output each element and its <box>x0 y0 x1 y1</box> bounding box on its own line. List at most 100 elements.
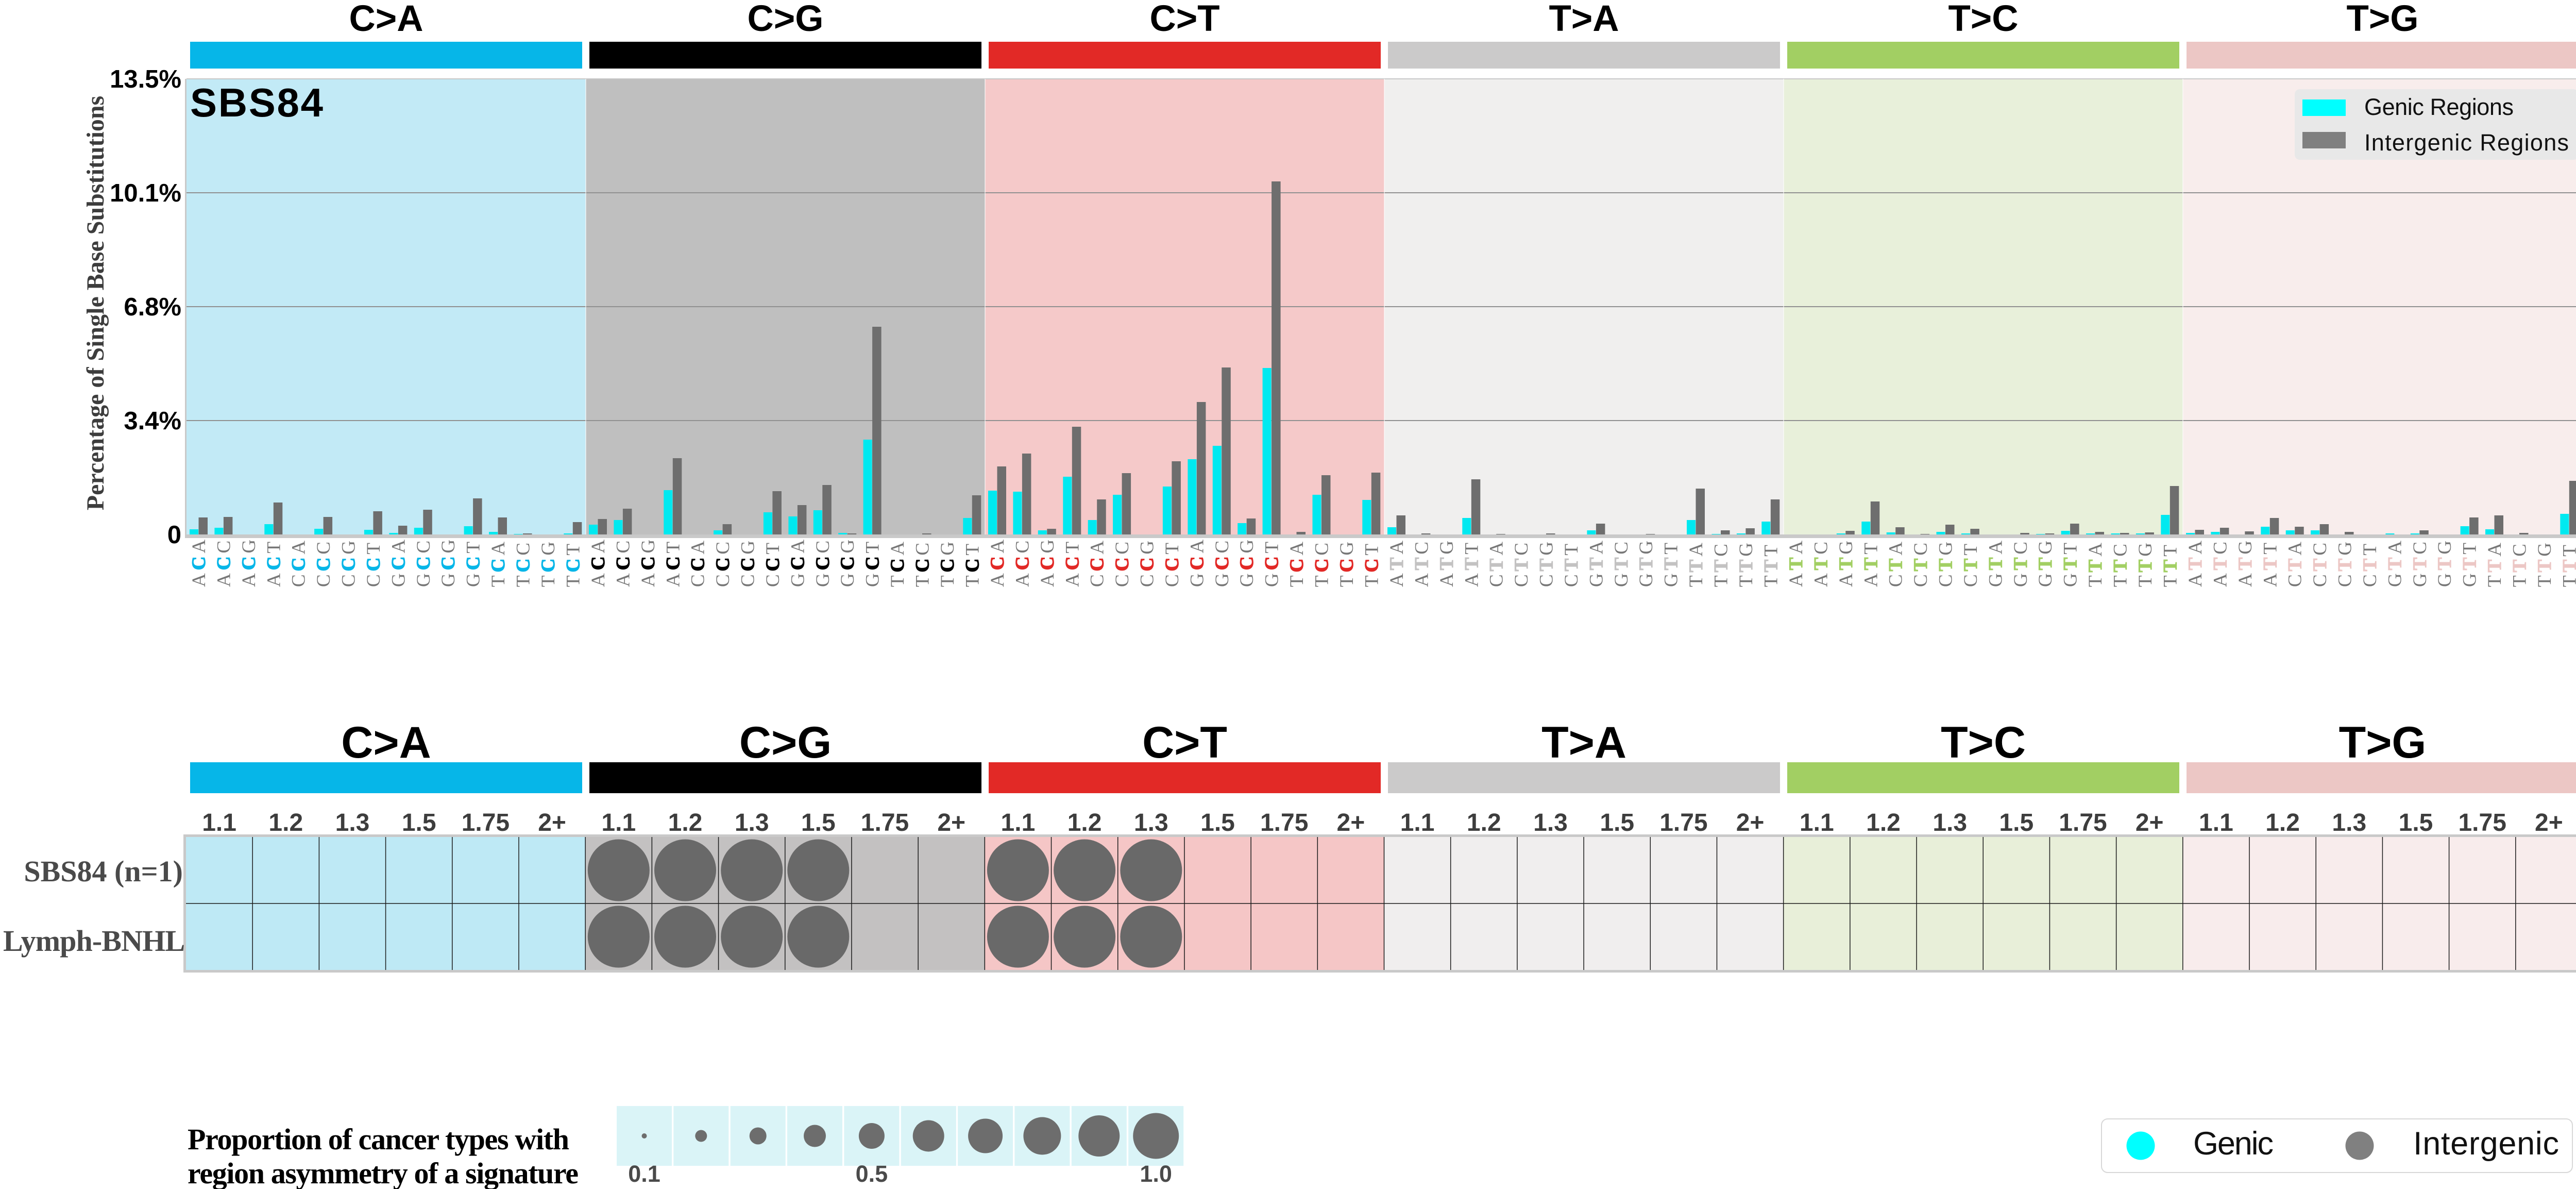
svg-text:TTC: TTC <box>2110 541 2131 587</box>
svg-text:C>A: C>A <box>341 718 431 767</box>
svg-text:1.3: 1.3 <box>1933 809 1967 836</box>
svg-text:GTT: GTT <box>2060 540 2081 587</box>
svg-text:CCT: CCT <box>363 540 384 587</box>
svg-text:CCA: CCA <box>688 538 709 587</box>
svg-text:CCA: CCA <box>289 538 310 587</box>
svg-text:T>G: T>G <box>2339 718 2427 767</box>
svg-text:region asymmetry of a signatur: region asymmetry of a signature <box>188 1157 579 1189</box>
svg-text:GTC: GTC <box>2410 539 2431 587</box>
svg-text:ATG: ATG <box>1436 538 1458 587</box>
svg-text:GTG: GTG <box>1636 538 1657 587</box>
svg-text:1.75: 1.75 <box>2458 809 2506 836</box>
svg-text:1.3: 1.3 <box>1134 809 1168 836</box>
svg-text:Percentage of Single Base Subs: Percentage of Single Base Substitutions <box>82 96 109 510</box>
svg-text:1.5: 1.5 <box>1999 809 2033 836</box>
svg-text:1.3: 1.3 <box>735 809 769 836</box>
svg-text:TCA: TCA <box>488 539 509 587</box>
svg-text:T>A: T>A <box>1549 0 1619 39</box>
svg-text:CTC: CTC <box>1910 540 1931 587</box>
svg-text:1.1: 1.1 <box>601 809 636 836</box>
svg-text:1.3: 1.3 <box>335 809 370 836</box>
svg-text:1.75: 1.75 <box>1659 809 1707 836</box>
svg-text:ATA: ATA <box>1386 538 1408 587</box>
svg-text:T>A: T>A <box>1541 718 1626 767</box>
svg-text:GCT: GCT <box>1262 539 1283 587</box>
svg-text:GCC: GCC <box>413 538 434 587</box>
svg-text:0.5: 0.5 <box>856 1161 888 1187</box>
svg-text:ACG: ACG <box>638 537 659 587</box>
svg-text:GTT: GTT <box>1661 540 1682 587</box>
svg-text:1.3: 1.3 <box>1533 809 1568 836</box>
svg-text:1.2: 1.2 <box>1866 809 1901 836</box>
svg-text:Proportion of cancer types wit: Proportion of cancer types with <box>188 1123 569 1156</box>
svg-text:TCC: TCC <box>1312 540 1333 587</box>
svg-text:TCC: TCC <box>513 540 534 587</box>
svg-text:1.1: 1.1 <box>1001 809 1036 836</box>
svg-text:0: 0 <box>167 521 181 549</box>
svg-text:CCA: CCA <box>1087 538 1108 587</box>
svg-text:Intergenic Regions: Intergenic Regions <box>2364 129 2569 156</box>
svg-text:TCA: TCA <box>1286 539 1308 587</box>
svg-text:GCA: GCA <box>787 537 808 587</box>
svg-text:ATC: ATC <box>1411 539 1432 587</box>
svg-text:TCA: TCA <box>887 539 908 587</box>
svg-text:TCG: TCG <box>1336 539 1358 587</box>
svg-text:CCG: CCG <box>738 538 759 587</box>
svg-text:TCC: TCC <box>912 540 934 587</box>
svg-text:ACT: ACT <box>663 539 684 587</box>
svg-text:0.1: 0.1 <box>628 1161 660 1187</box>
svg-text:1.2: 1.2 <box>1467 809 1501 836</box>
svg-text:1.1: 1.1 <box>2199 809 2233 836</box>
svg-text:2+: 2+ <box>937 809 965 836</box>
svg-text:ACC: ACC <box>613 538 634 587</box>
svg-text:CCC: CCC <box>713 539 734 587</box>
svg-text:GCG: GCG <box>837 537 858 587</box>
svg-text:ACG: ACG <box>239 537 260 587</box>
svg-text:TTT: TTT <box>2160 542 2181 587</box>
svg-text:6.8%: 6.8% <box>124 293 181 321</box>
svg-text:1.3: 1.3 <box>2332 809 2366 836</box>
svg-text:GTA: GTA <box>1586 538 1607 587</box>
svg-text:C>T: C>T <box>1142 718 1227 767</box>
svg-text:2+: 2+ <box>2535 809 2563 836</box>
svg-text:ACT: ACT <box>263 539 284 587</box>
svg-text:C>A: C>A <box>349 0 423 39</box>
svg-text:TTG: TTG <box>2135 540 2156 587</box>
svg-text:GTA: GTA <box>1985 538 2006 587</box>
svg-text:CCG: CCG <box>338 538 360 587</box>
svg-text:CTA: CTA <box>2285 539 2306 587</box>
svg-text:TTA: TTA <box>2085 540 2106 587</box>
svg-text:1.5: 1.5 <box>1600 809 1634 836</box>
svg-text:GCG: GCG <box>438 537 459 587</box>
svg-text:1.0: 1.0 <box>1140 1161 1172 1187</box>
svg-text:SBS84: SBS84 <box>190 80 323 125</box>
svg-text:ACA: ACA <box>189 537 210 587</box>
svg-text:TCT: TCT <box>962 541 983 587</box>
svg-text:CTA: CTA <box>1886 539 1907 587</box>
svg-text:CTT: CTT <box>2360 541 2381 587</box>
svg-text:ATT: ATT <box>1860 540 1882 587</box>
svg-text:1.2: 1.2 <box>1067 809 1102 836</box>
svg-text:GTT: GTT <box>2460 540 2481 587</box>
svg-text:GTG: GTG <box>2434 538 2455 587</box>
svg-text:GCT: GCT <box>463 539 484 587</box>
svg-text:2+: 2+ <box>538 809 566 836</box>
svg-text:ACA: ACA <box>987 537 1008 587</box>
svg-text:ATA: ATA <box>2185 538 2206 587</box>
svg-text:TTT: TTT <box>2559 542 2576 587</box>
svg-text:TTT: TTT <box>1760 542 1782 587</box>
svg-text:ATC: ATC <box>2210 539 2231 587</box>
svg-text:T>C: T>C <box>1948 0 2018 39</box>
svg-text:ACT: ACT <box>1062 539 1083 587</box>
svg-text:CCG: CCG <box>1137 538 1158 587</box>
svg-text:CTA: CTA <box>1486 539 1507 587</box>
svg-text:CTG: CTG <box>1936 539 1957 587</box>
svg-text:ATT: ATT <box>2260 540 2281 587</box>
svg-text:TTG: TTG <box>2534 540 2555 587</box>
svg-text:GCG: GCG <box>1236 537 1258 587</box>
svg-text:GTC: GTC <box>2010 539 2031 587</box>
svg-text:1.5: 1.5 <box>801 809 836 836</box>
svg-text:GCA: GCA <box>1187 537 1208 587</box>
svg-text:TCG: TCG <box>937 539 958 587</box>
svg-text:CTC: CTC <box>2310 540 2331 587</box>
